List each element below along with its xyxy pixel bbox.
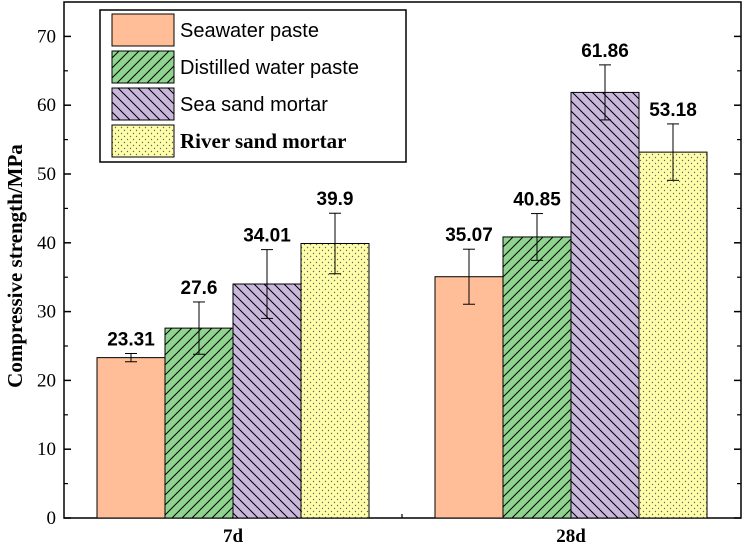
y-axis-title: Compressive strength/MPa <box>3 144 27 388</box>
y-tick-label: 20 <box>37 370 56 391</box>
axes: 0 10 20 30 40 50 60 70 7d 28d <box>37 1 742 547</box>
y-tick-label: 10 <box>37 439 56 460</box>
x-tick-label: 28d <box>556 526 586 547</box>
legend-swatch <box>111 50 175 84</box>
bar-forward-hatch-28d <box>502 236 572 519</box>
bar-back-hatch-7d <box>232 283 302 519</box>
y-tick-label: 60 <box>37 95 56 116</box>
y-tick-label: 0 <box>47 508 57 529</box>
data-label: 40.85 <box>513 190 561 211</box>
data-label: 53.18 <box>649 100 697 121</box>
legend-label: Seawater paste <box>180 20 319 42</box>
y-tick-label: 50 <box>37 164 56 185</box>
y-tick-label: 30 <box>37 302 56 323</box>
legend-swatch <box>111 124 175 158</box>
legend-label: Sea sand mortar <box>180 94 328 116</box>
data-label: 23.31 <box>107 329 155 350</box>
legend-swatch <box>111 87 175 121</box>
bar-solid-7d <box>96 357 166 519</box>
bar-forward-hatch-7d <box>164 327 234 519</box>
bar-dots-28d <box>638 151 708 519</box>
data-label: 39.9 <box>317 189 354 210</box>
data-label: 27.6 <box>181 278 218 299</box>
x-tick-label: 7d <box>223 526 244 547</box>
y-tick-label: 40 <box>37 233 56 254</box>
data-label: 34.01 <box>243 226 291 247</box>
data-label: 61.86 <box>581 41 629 62</box>
legend-label: Distilled water paste <box>180 57 359 79</box>
bar-solid-28d <box>434 276 504 519</box>
bar-dots-7d <box>300 242 370 519</box>
bar-back-hatch-28d <box>570 91 640 519</box>
y-tick-label: 70 <box>37 26 56 47</box>
data-labels: 23.31 35.07 27.6 40.85 34.01 61.86 39.9 53.18 <box>107 41 697 351</box>
legend-swatch <box>111 13 175 47</box>
legend-label: River sand mortar <box>180 129 346 153</box>
legend: Seawater paste Distilled water paste Sea s… <box>99 9 407 163</box>
bars <box>96 64 708 519</box>
data-label: 35.07 <box>445 225 493 246</box>
